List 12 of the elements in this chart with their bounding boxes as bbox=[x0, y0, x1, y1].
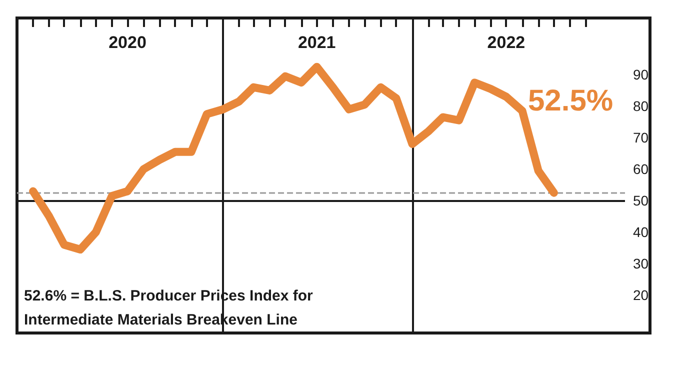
y-tick-label: 30 bbox=[633, 256, 649, 272]
y-tick-label: 90 bbox=[633, 66, 649, 83]
y-tick-label: 70 bbox=[633, 130, 649, 146]
x-tick-label: 2020 bbox=[108, 33, 146, 52]
y-tick-label: 20 bbox=[633, 287, 649, 304]
x-tick-label: 2021 bbox=[298, 33, 336, 52]
y-tick-label: 80 bbox=[633, 98, 649, 114]
annotation: 52.5% bbox=[528, 84, 614, 118]
x-tick-label: 2022 bbox=[487, 33, 526, 52]
y-tick-label: 60 bbox=[633, 161, 649, 178]
y-tick-label: 50 bbox=[633, 192, 649, 209]
y-tick-label: 40 bbox=[633, 224, 649, 240]
